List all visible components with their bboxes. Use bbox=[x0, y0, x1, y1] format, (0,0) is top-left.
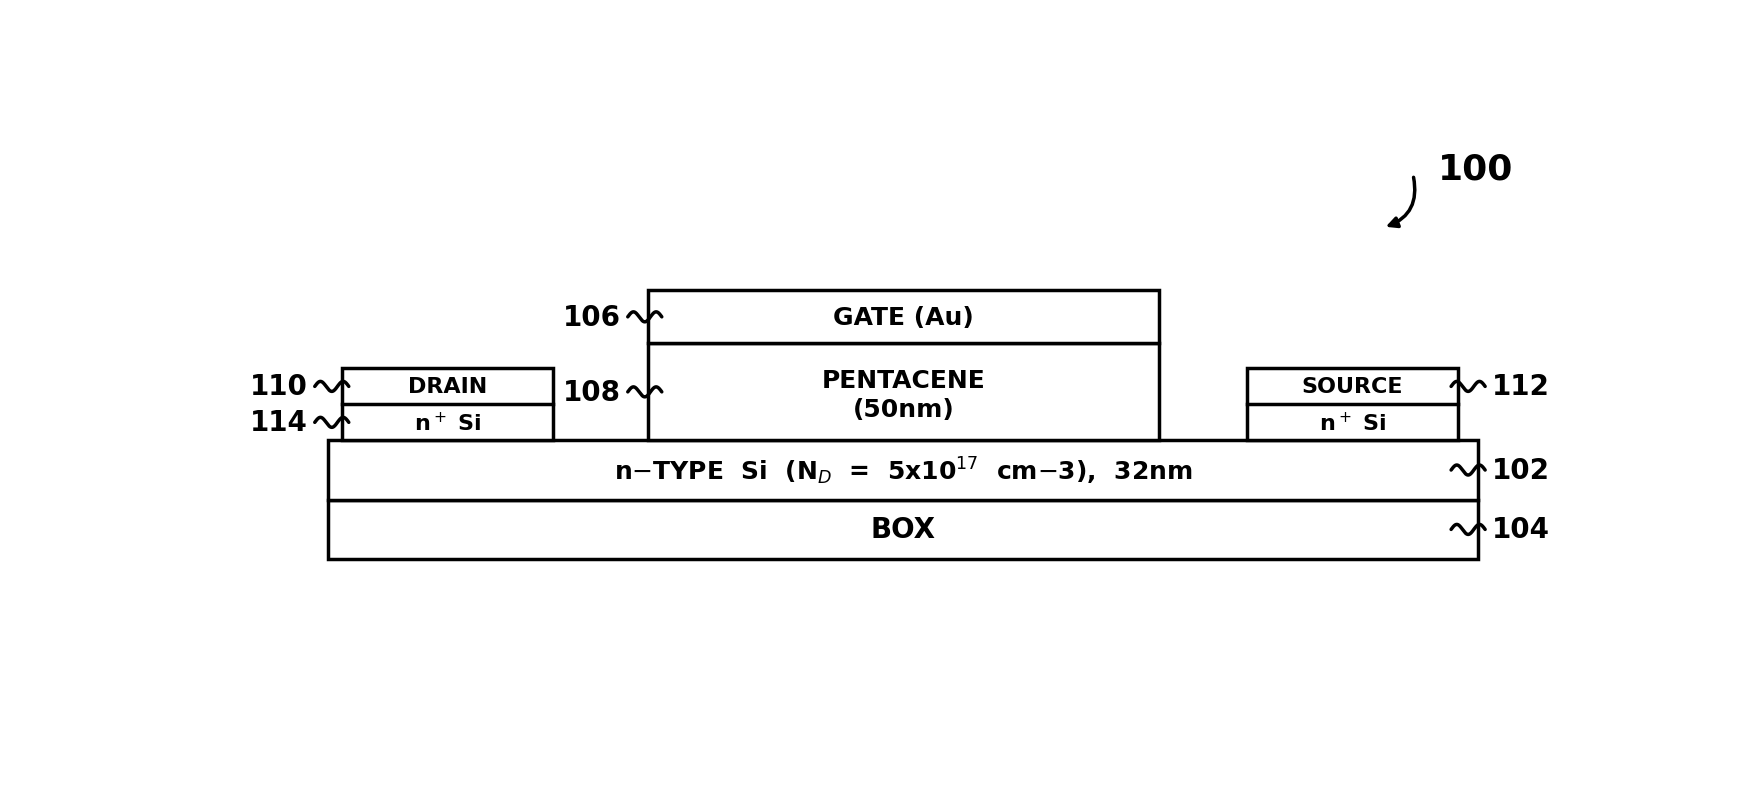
Text: n$-$TYPE  Si  (N$_D$  =  5x10$^{17}$  cm$-$3),  32nm: n$-$TYPE Si (N$_D$ = 5x10$^{17}$ cm$-$3)… bbox=[614, 455, 1192, 486]
Text: 108: 108 bbox=[563, 379, 621, 406]
Text: DRAIN: DRAIN bbox=[407, 377, 486, 397]
Text: BOX: BOX bbox=[870, 516, 935, 543]
Bar bbox=[648, 344, 1158, 440]
Text: 110: 110 bbox=[249, 373, 307, 401]
Text: PENTACENE: PENTACENE bbox=[821, 369, 985, 393]
Text: 104: 104 bbox=[1492, 516, 1550, 543]
Text: n$^+$ Si: n$^+$ Si bbox=[414, 411, 481, 435]
Text: 112: 112 bbox=[1492, 373, 1550, 401]
Text: 106: 106 bbox=[563, 303, 621, 332]
Text: 102: 102 bbox=[1492, 457, 1550, 484]
Bar bbox=[328, 500, 1478, 560]
Text: 114: 114 bbox=[249, 409, 307, 437]
Text: SOURCE: SOURCE bbox=[1300, 377, 1402, 397]
Bar bbox=[342, 369, 553, 440]
Bar bbox=[1246, 369, 1457, 440]
Bar bbox=[648, 291, 1158, 344]
Text: (50nm): (50nm) bbox=[851, 398, 953, 422]
Text: GATE (Au): GATE (Au) bbox=[832, 306, 974, 329]
Text: n$^+$ Si: n$^+$ Si bbox=[1318, 411, 1385, 435]
Text: 100: 100 bbox=[1437, 152, 1513, 186]
Bar bbox=[328, 441, 1478, 500]
